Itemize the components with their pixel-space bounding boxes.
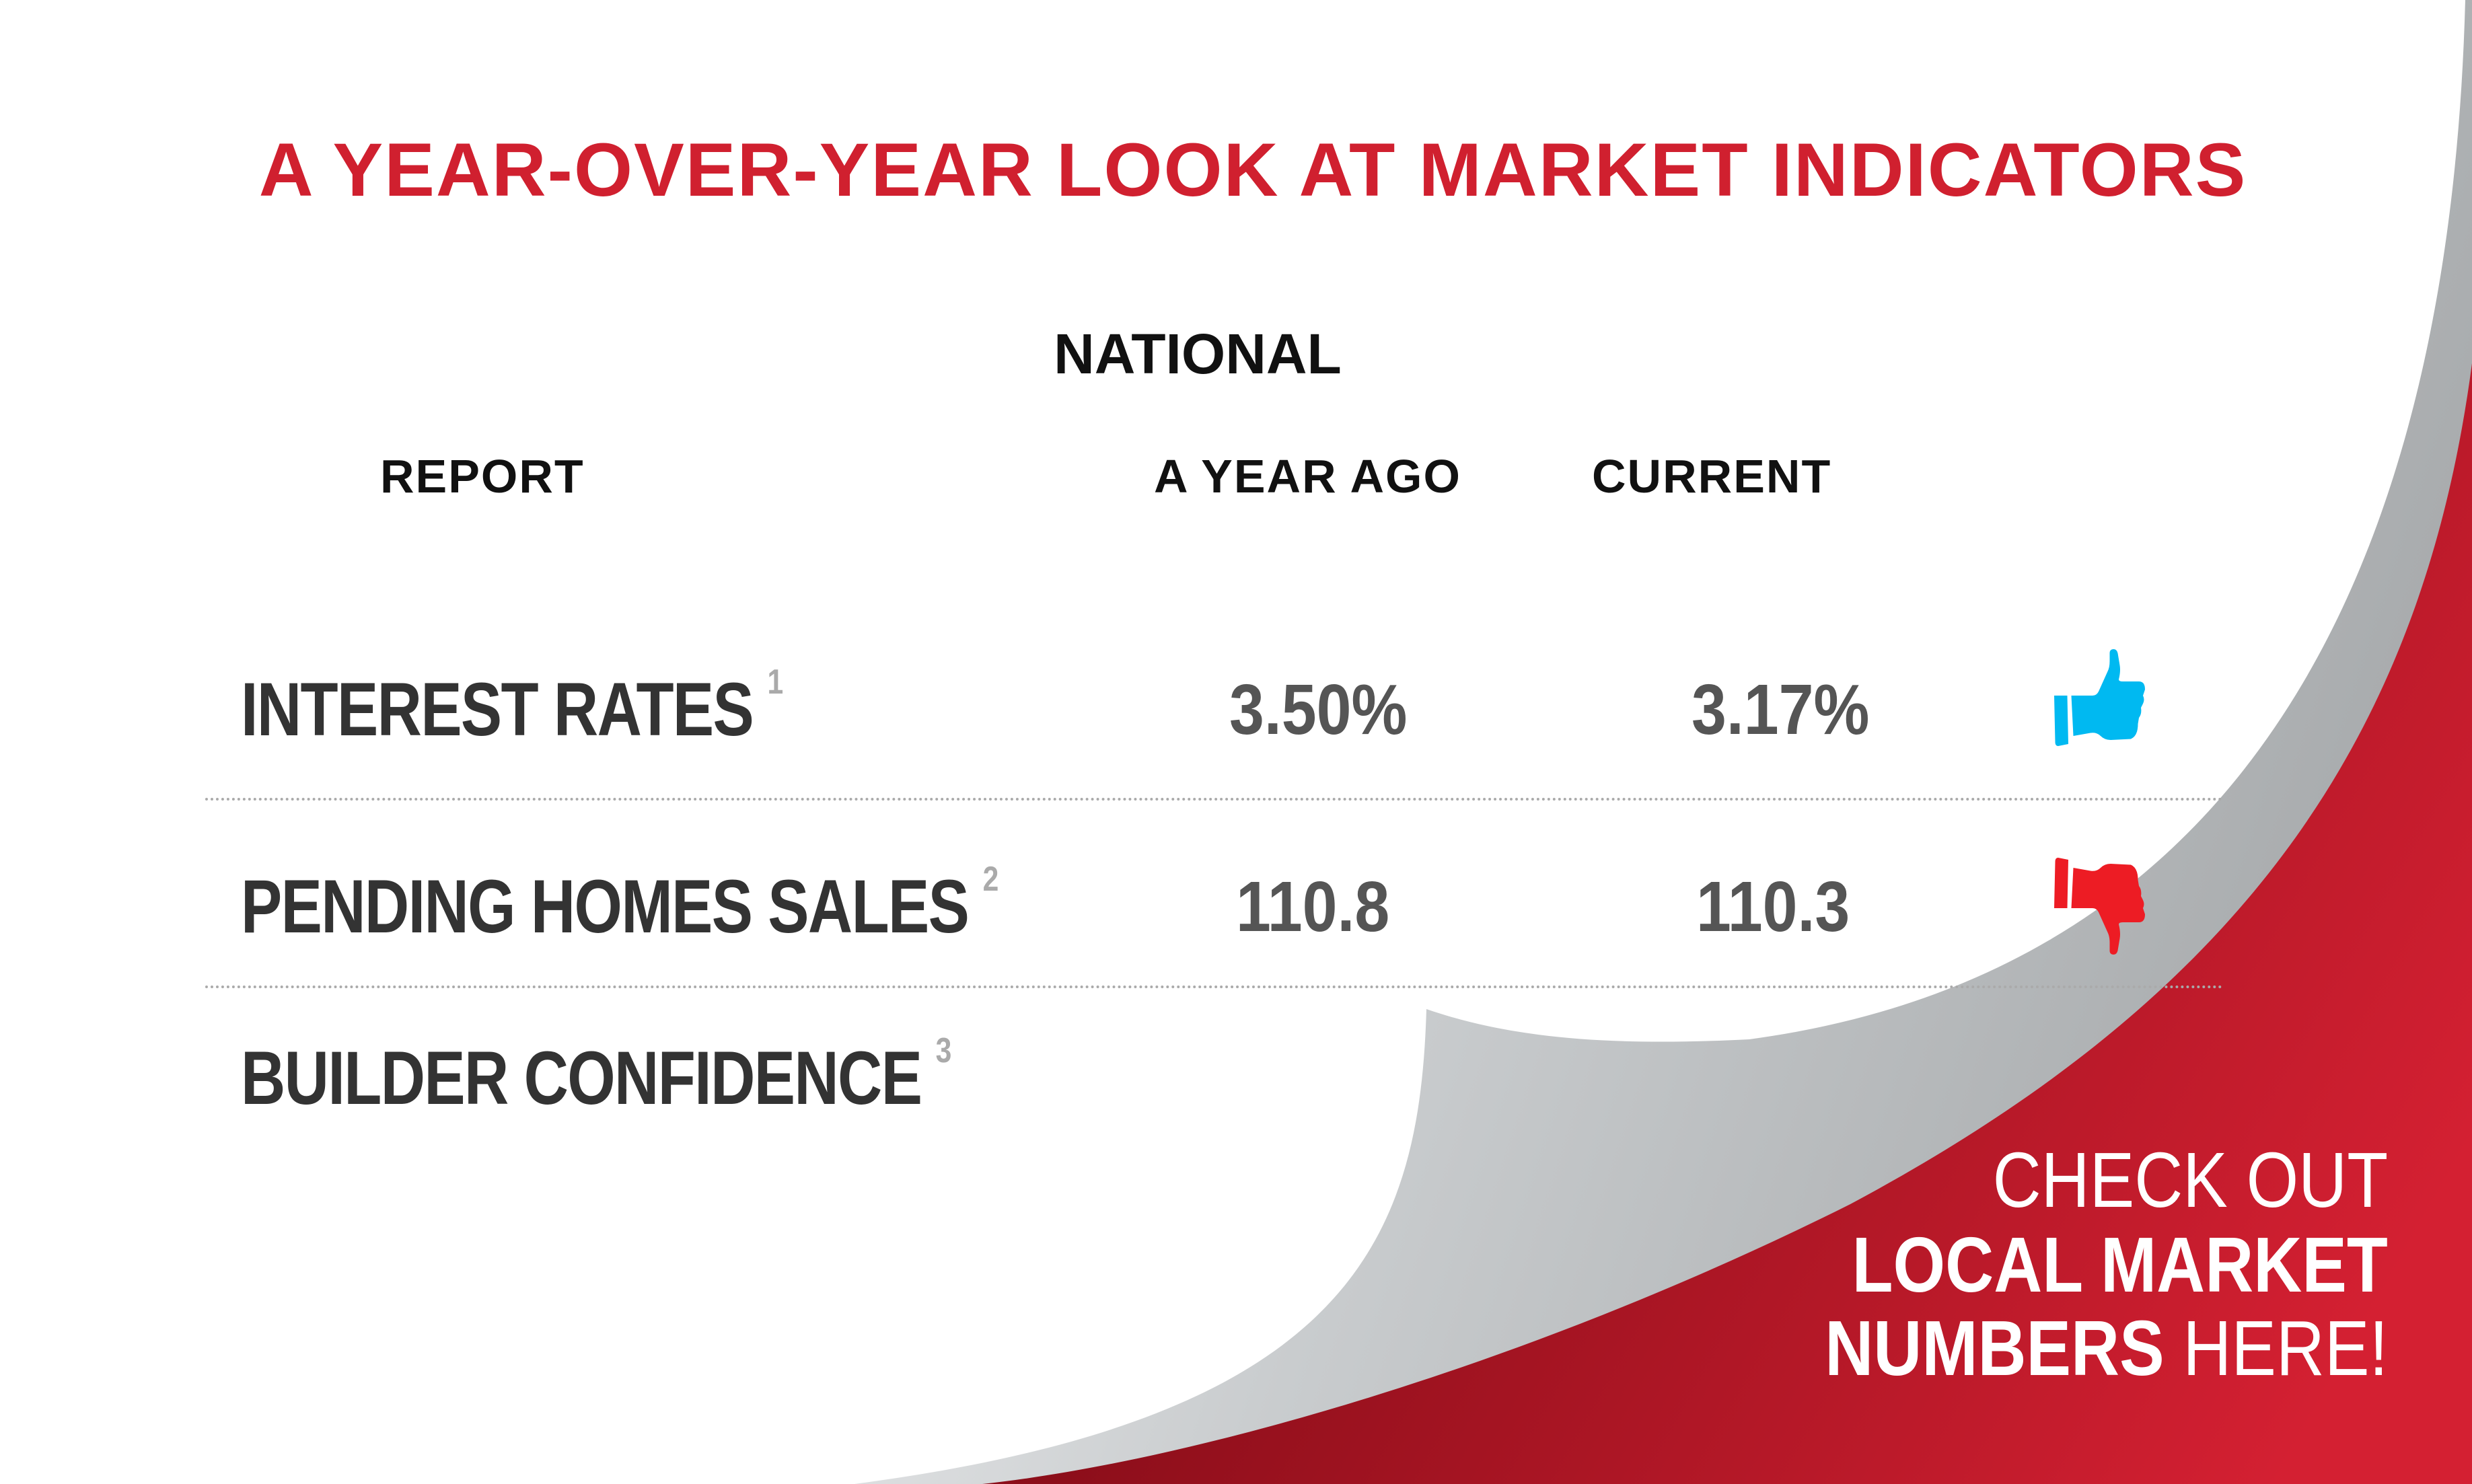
- cta-line-3[interactable]: NUMBERS HERE!: [1825, 1304, 2388, 1392]
- cta-line-1[interactable]: CHECK OUT: [1992, 1136, 2388, 1224]
- footnote-marker: 2: [982, 860, 999, 899]
- cta-line-2[interactable]: LOCAL MARKET: [1852, 1221, 2388, 1308]
- footnote-marker: 3: [935, 1031, 952, 1070]
- column-header-current: CURRENT: [1592, 450, 1832, 503]
- page-title: A YEAR-OVER-YEAR LOOK AT MARKET INDICATO…: [258, 128, 2247, 212]
- row-label-interest-rates: INTEREST RATES 1: [241, 663, 783, 751]
- section-heading: NATIONAL: [1054, 322, 1342, 385]
- footnote-marker: 1: [767, 663, 783, 702]
- thumbs-down-icon: [2054, 858, 2145, 955]
- row-divider: [205, 798, 2224, 801]
- pending-sales-current: 110.3: [1696, 867, 1850, 947]
- column-header-year-ago: A YEAR AGO: [1154, 450, 1461, 503]
- row-label-builder-confidence: BUILDER CONFIDENCE 3: [241, 1031, 951, 1120]
- pending-sales-year-ago: 110.8: [1236, 867, 1390, 947]
- interest-rates-current: 3.17%: [1692, 670, 1870, 749]
- red-corner: [982, 363, 2472, 1484]
- column-header-report: REPORT: [380, 450, 585, 503]
- row-label-pending-home-sales: PENDING HOMES SALES 2: [241, 860, 999, 949]
- row-divider: [205, 986, 2224, 988]
- thumbs-up-icon: [2054, 649, 2145, 746]
- interest-rates-year-ago: 3.50%: [1229, 670, 1408, 749]
